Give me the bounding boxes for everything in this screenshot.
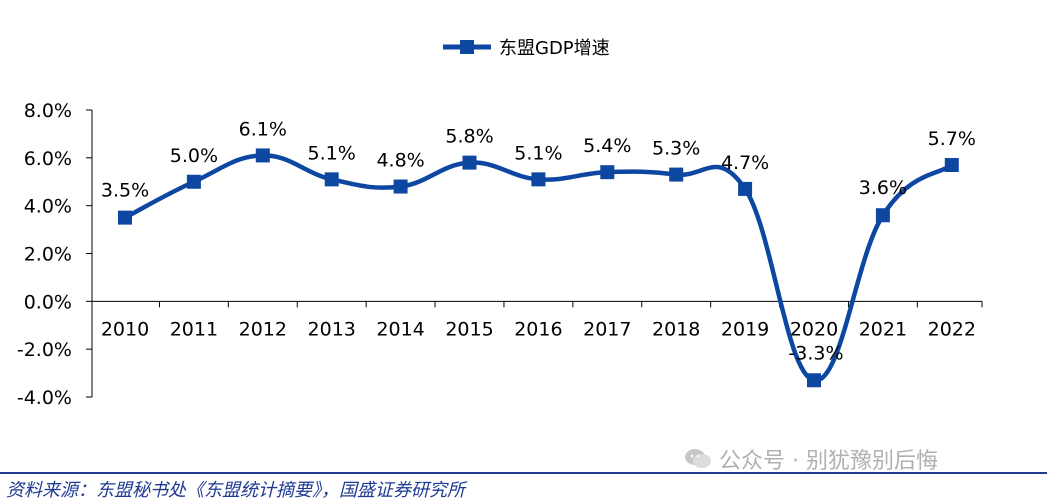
data-label: 3.6% — [859, 177, 907, 199]
x-tick-label: 2015 — [445, 318, 493, 340]
data-label: 4.8% — [376, 150, 424, 172]
data-point — [393, 179, 408, 194]
x-tick-label: 2011 — [170, 318, 218, 340]
source-note: 资料来源：东盟秘书处《东盟统计摘要》，国盛证券研究所 — [6, 480, 465, 501]
data-label: 5.1% — [514, 142, 562, 164]
data-label: 4.7% — [721, 152, 769, 174]
data-point — [807, 373, 821, 388]
legend: 东盟GDP增速 — [443, 38, 610, 59]
x-tick-label: 2012 — [239, 318, 287, 340]
data-point — [875, 208, 890, 223]
series-line — [123, 153, 954, 383]
y-tick-label: -4.0% — [17, 387, 72, 409]
x-tick-label: 2017 — [583, 318, 631, 340]
data-label: 6.1% — [239, 118, 287, 140]
x-tick-label: 2016 — [514, 318, 562, 340]
data-point — [531, 172, 546, 187]
y-tick-label: 0.0% — [24, 291, 72, 313]
data-label: -3.3% — [788, 342, 843, 364]
wechat-icon — [685, 449, 711, 468]
data-label: 5.3% — [652, 138, 700, 160]
plot-area — [118, 148, 959, 388]
watermark-text: 公众号 · 别犹豫别后悔 — [719, 449, 938, 474]
data-labels: 3.5% 5.0% 6.1% 5.1% 4.8% 5.8% 5.1% 5.4% 5.3% 4.7%… — [101, 118, 976, 364]
y-tick-label: -2.0% — [17, 339, 72, 361]
x-tick-label: 2022 — [928, 318, 976, 340]
line-chart: 东盟GDP增速 8.0% 6.0% 4.0% 2.0% 0.0% -2.0% -4.0% 20… — [17, 38, 983, 409]
x-tick-label: 2021 — [859, 318, 907, 340]
data-point — [600, 165, 615, 180]
legend-label: 东盟GDP增速 — [499, 38, 610, 59]
axes — [86, 109, 983, 398]
data-label: 5.1% — [308, 142, 356, 164]
x-tick-label: 2019 — [721, 318, 769, 340]
y-tick-label: 6.0% — [24, 148, 72, 170]
x-tick-label: 2018 — [652, 318, 700, 340]
data-label: 5.7% — [928, 128, 976, 150]
data-label: 5.4% — [583, 135, 631, 157]
data-point — [944, 158, 959, 173]
data-point — [255, 148, 270, 163]
x-tick-label: 2013 — [308, 318, 356, 340]
data-point — [462, 155, 477, 170]
data-label: 5.0% — [170, 145, 218, 167]
x-tick-label: 2010 — [101, 318, 149, 340]
data-label: 3.5% — [101, 180, 149, 202]
y-tick-label: 8.0% — [24, 100, 72, 122]
data-point — [669, 167, 684, 182]
x-tick-label: 2014 — [376, 318, 424, 340]
data-point — [324, 172, 339, 187]
watermark: 公众号 · 别犹豫别后悔 — [683, 443, 938, 475]
footer-divider — [0, 472, 1047, 474]
legend-marker — [460, 40, 474, 54]
data-point — [738, 181, 753, 196]
data-label: 5.8% — [445, 126, 493, 148]
tick-labels: 8.0% 6.0% 4.0% 2.0% 0.0% -2.0% -4.0% 2010 2011 20… — [17, 100, 976, 409]
data-point — [118, 210, 132, 225]
y-tick-label: 4.0% — [24, 196, 72, 218]
x-tick-label: 2020 — [790, 318, 838, 340]
y-tick-label: 2.0% — [24, 244, 72, 266]
data-point — [186, 174, 201, 189]
